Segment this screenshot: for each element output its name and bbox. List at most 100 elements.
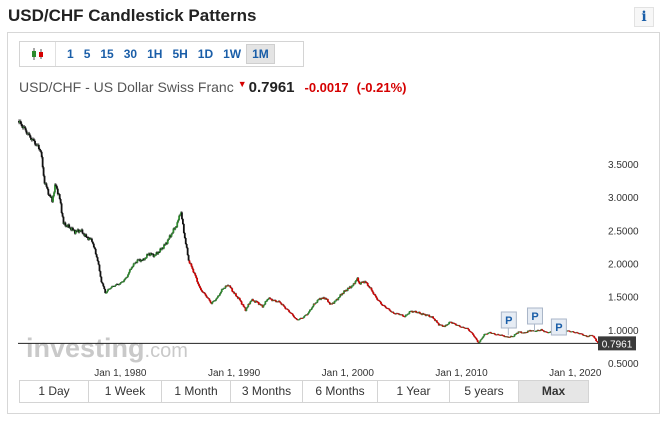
candle (311, 305, 314, 309)
candle (59, 197, 62, 205)
candle-body (489, 332, 491, 333)
candle (300, 317, 303, 319)
candlestick-chart[interactable]: investing.com 3.5000 3.0000 2.5000 2.0000 1.5… (8, 105, 659, 377)
candle (206, 296, 209, 299)
candle-body (244, 307, 247, 311)
candle (590, 334, 593, 337)
candle-body (498, 334, 501, 336)
candle-body (126, 277, 128, 278)
range-1-year[interactable]: 1 Year (378, 381, 450, 402)
candle (435, 320, 437, 322)
candle (145, 256, 147, 259)
range-6-months[interactable]: 6 Months (303, 381, 378, 402)
candle (268, 297, 271, 300)
candle (312, 303, 315, 307)
candle (333, 300, 336, 304)
candle (137, 258, 140, 261)
info-icon[interactable]: i (634, 7, 654, 27)
candle-body (435, 320, 438, 323)
candle-body (165, 242, 168, 244)
candle (48, 193, 51, 197)
candle (349, 285, 352, 289)
candle (99, 270, 102, 278)
candle-body (375, 296, 378, 298)
candle-body (240, 301, 243, 305)
candle (484, 333, 487, 335)
candle (237, 297, 240, 300)
candle-body (86, 237, 89, 238)
pattern-marker[interactable]: P (526, 307, 543, 332)
candle-body (101, 282, 104, 284)
candle (327, 298, 329, 303)
interval-1d[interactable]: 1D (197, 47, 214, 61)
candlestick-icon[interactable] (20, 42, 56, 66)
candle (566, 330, 569, 332)
candle-body (323, 297, 326, 299)
candle (440, 324, 443, 326)
candle-body (361, 282, 363, 283)
candle-body (576, 332, 579, 334)
interval-1m[interactable]: 1M (246, 44, 275, 64)
candle (417, 311, 419, 314)
pattern-marker[interactable]: P (500, 311, 517, 336)
range-max[interactable]: Max (519, 381, 588, 402)
candle-body (255, 300, 258, 302)
candle (37, 143, 39, 147)
interval-5h[interactable]: 5H (172, 47, 188, 61)
range-5-years[interactable]: 5 years (450, 381, 519, 402)
candle (140, 259, 143, 263)
candle (212, 300, 215, 303)
range-3-months[interactable]: 3 Months (231, 381, 303, 402)
candle-body (434, 318, 436, 321)
candle (459, 326, 462, 328)
candle (156, 251, 159, 255)
candle (422, 312, 425, 315)
interval-1[interactable]: 1 (67, 47, 74, 61)
candle-body (20, 123, 23, 127)
candle-body (292, 315, 295, 317)
candle-body (344, 290, 346, 292)
candle-body (311, 306, 314, 308)
candle (521, 332, 524, 334)
candle (227, 284, 230, 287)
candle-body (181, 212, 183, 220)
candle (474, 337, 477, 339)
candle (431, 316, 434, 318)
candle-body (331, 302, 334, 304)
candle (515, 332, 518, 335)
candle (587, 335, 590, 338)
interval-5[interactable]: 5 (83, 47, 91, 61)
candle (226, 284, 229, 287)
candle-body (263, 304, 266, 306)
pattern-marker-label: P (505, 315, 512, 327)
range-1-month[interactable]: 1 Month (162, 381, 231, 402)
candle (86, 236, 89, 239)
candle (66, 224, 69, 228)
range-1-week[interactable]: 1 Week (89, 381, 162, 402)
candle (491, 332, 494, 335)
candle (280, 302, 283, 306)
candle-body (477, 341, 480, 344)
pattern-marker[interactable]: P (550, 318, 567, 336)
interval-1h[interactable]: 1H (147, 47, 163, 61)
candle-body (88, 237, 90, 240)
interval-1w[interactable]: 1W (223, 47, 242, 61)
candle-body (89, 237, 91, 240)
candle (173, 227, 176, 231)
candle-body (275, 301, 278, 303)
candle (291, 313, 294, 316)
candle-body (54, 184, 56, 193)
candle-body (346, 288, 349, 291)
candle-body (510, 336, 513, 337)
candle-body (418, 311, 421, 314)
candle (472, 334, 475, 337)
candle (420, 313, 423, 316)
candle-body (230, 287, 233, 289)
candle-body (360, 282, 362, 285)
interval-15[interactable]: 15 (100, 47, 114, 61)
candle (105, 292, 108, 294)
candle (365, 281, 368, 284)
interval-30[interactable]: 30 (123, 47, 138, 61)
candle (55, 183, 57, 188)
range-1-day[interactable]: 1 Day (20, 381, 89, 402)
